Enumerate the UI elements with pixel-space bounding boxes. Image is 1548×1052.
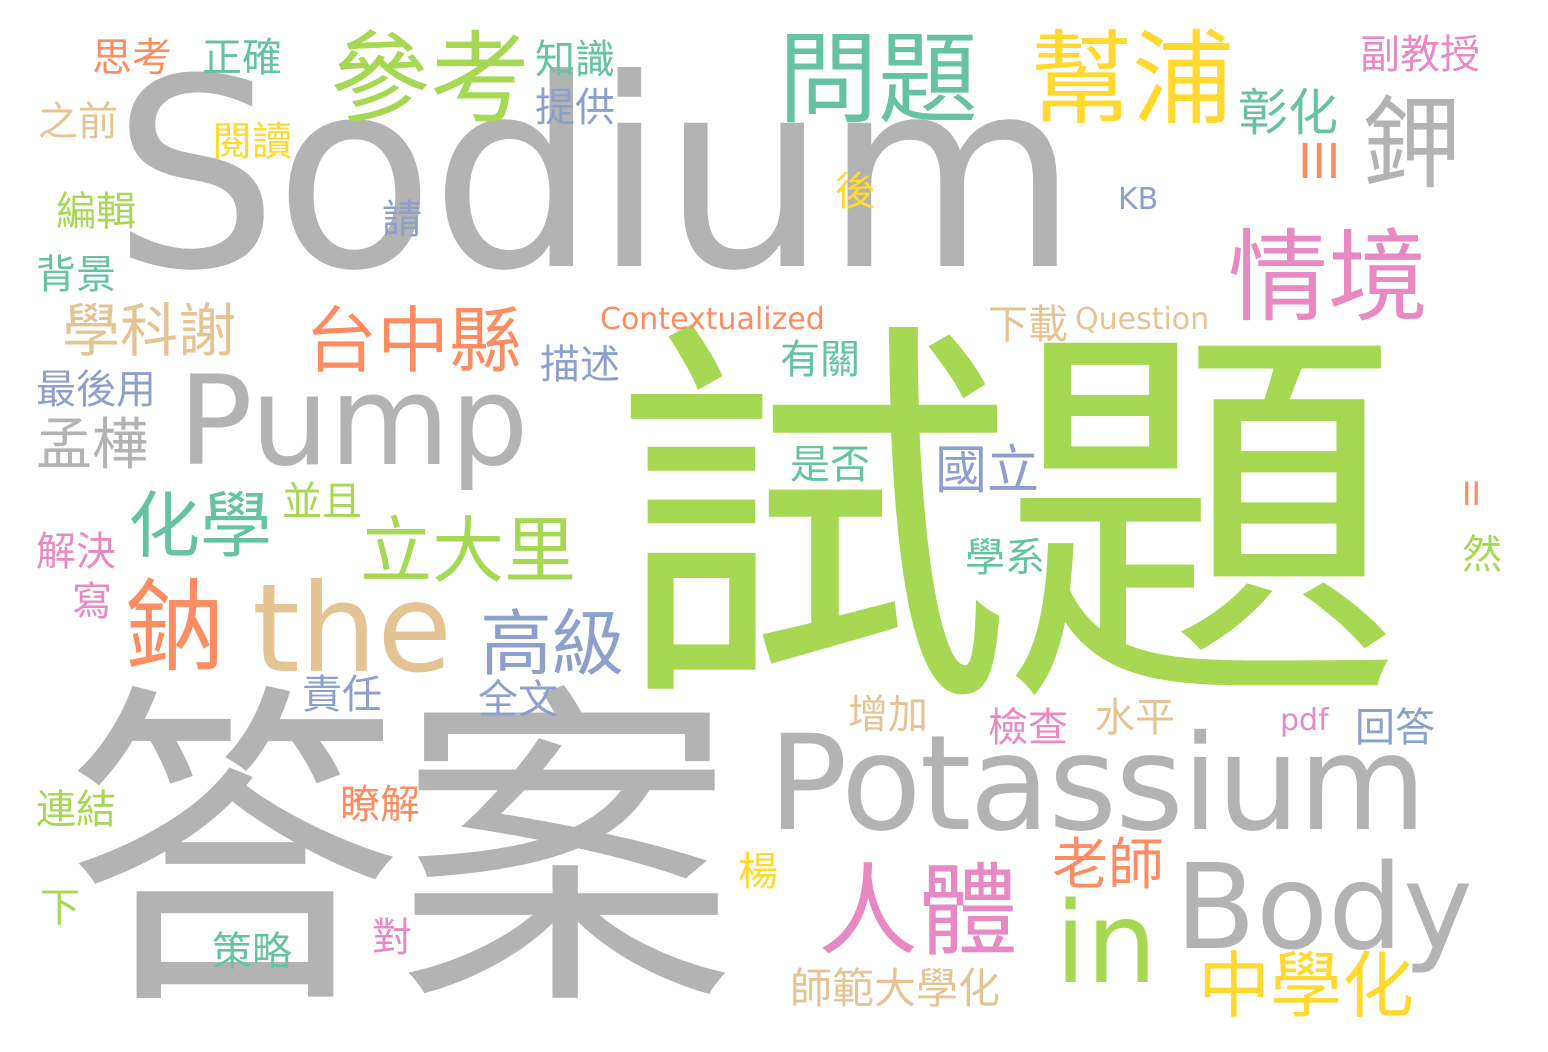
word-the: the <box>252 558 453 700</box>
word-pdf: pdf <box>1280 703 1329 738</box>
word-wenti: 問題 <box>778 21 978 138</box>
word-jia: 鉀 <box>1362 86 1462 203</box>
word-sodium: Sodium <box>112 23 1079 328</box>
word-hou: 後 <box>835 169 875 215</box>
word-xia: 下 <box>40 885 80 931</box>
word-yuedu: 閱讀 <box>212 119 292 165</box>
word-kb: KB <box>1118 182 1159 217</box>
word-zeren: 責任 <box>302 672 382 718</box>
word-xie: 寫 <box>72 579 112 625</box>
word-fujiaoshou: 副教授 <box>1360 32 1480 78</box>
word-laoshi: 老師 <box>1052 833 1164 898</box>
word-shifou: 是否 <box>790 442 870 488</box>
word-shifandaxuehua: 師範大學化 <box>790 964 1001 1013</box>
word-shiti: 試題 <box>612 292 1402 757</box>
word-jiancha: 檢查 <box>988 705 1068 751</box>
word-zengjia: 增加 <box>848 692 928 738</box>
word-beijing: 背景 <box>36 252 116 298</box>
word-huaxue: 化學 <box>128 484 273 568</box>
word-lianjie: 連結 <box>36 787 116 833</box>
word-sikao: 思考 <box>92 35 172 81</box>
word-celue: 策略 <box>212 929 292 975</box>
word-xuekexie: 學科謝 <box>62 297 237 365</box>
word-quanwen: 全文 <box>478 677 558 723</box>
word-guoli: 國立 <box>935 441 1040 501</box>
word-liaojie: 瞭解 <box>340 782 420 828</box>
word-question: Question <box>1075 302 1210 337</box>
word-tigong: 提供 <box>535 85 615 131</box>
word-huida: 回答 <box>1355 705 1435 751</box>
word-jiejue: 解決 <box>36 529 116 575</box>
word-zhongxuehua: 中學化 <box>1198 944 1415 1028</box>
word-cankao: 參考 <box>330 21 530 138</box>
word-dui: 對 <box>372 915 412 961</box>
word-xuexi: 學系 <box>965 535 1045 581</box>
word-mengye: 孟樺 <box>36 413 148 478</box>
word-miaoshu: 描述 <box>540 342 620 388</box>
word-zuihouyong: 最後用 <box>36 367 156 413</box>
word-zhanghua: 彰化 <box>1238 84 1338 142</box>
word-contextualized: Contextualized <box>600 302 825 337</box>
word-ran: 然 <box>1462 532 1502 578</box>
word-pump: Pump <box>178 350 529 494</box>
word-bianji: 編輯 <box>56 189 136 235</box>
word-potassium: Potassium <box>768 707 1427 861</box>
word-lidali: 立大里 <box>360 509 577 593</box>
word-shuiping: 水平 <box>1095 695 1175 741</box>
word-in: in <box>1055 879 1158 1009</box>
word-zhishi: 知識 <box>535 37 615 83</box>
word-zhengque: 正確 <box>202 35 282 81</box>
word-zhiqian: 之前 <box>38 99 118 145</box>
word-ii: II <box>1462 475 1481 513</box>
word-iii: III <box>1298 134 1341 190</box>
word-bangpu: 幫浦 <box>1030 21 1234 140</box>
word-body: Body <box>1175 838 1473 976</box>
word-bingqie: 並且 <box>282 479 362 525</box>
word-taizhongxian: 台中縣 <box>305 299 522 383</box>
word-na: 鈉 <box>125 569 225 686</box>
word-yang: 楊 <box>738 849 778 895</box>
word-renti: 人體 <box>818 853 1018 970</box>
word-qingjing: 情境 <box>1228 219 1428 336</box>
word-qing: 請 <box>382 197 422 243</box>
word-daan: 答案 <box>65 657 735 1051</box>
word-xiazai: 下載 <box>988 302 1068 348</box>
word-youguan: 有關 <box>780 337 860 383</box>
word-gaoji: 高級 <box>480 602 625 686</box>
